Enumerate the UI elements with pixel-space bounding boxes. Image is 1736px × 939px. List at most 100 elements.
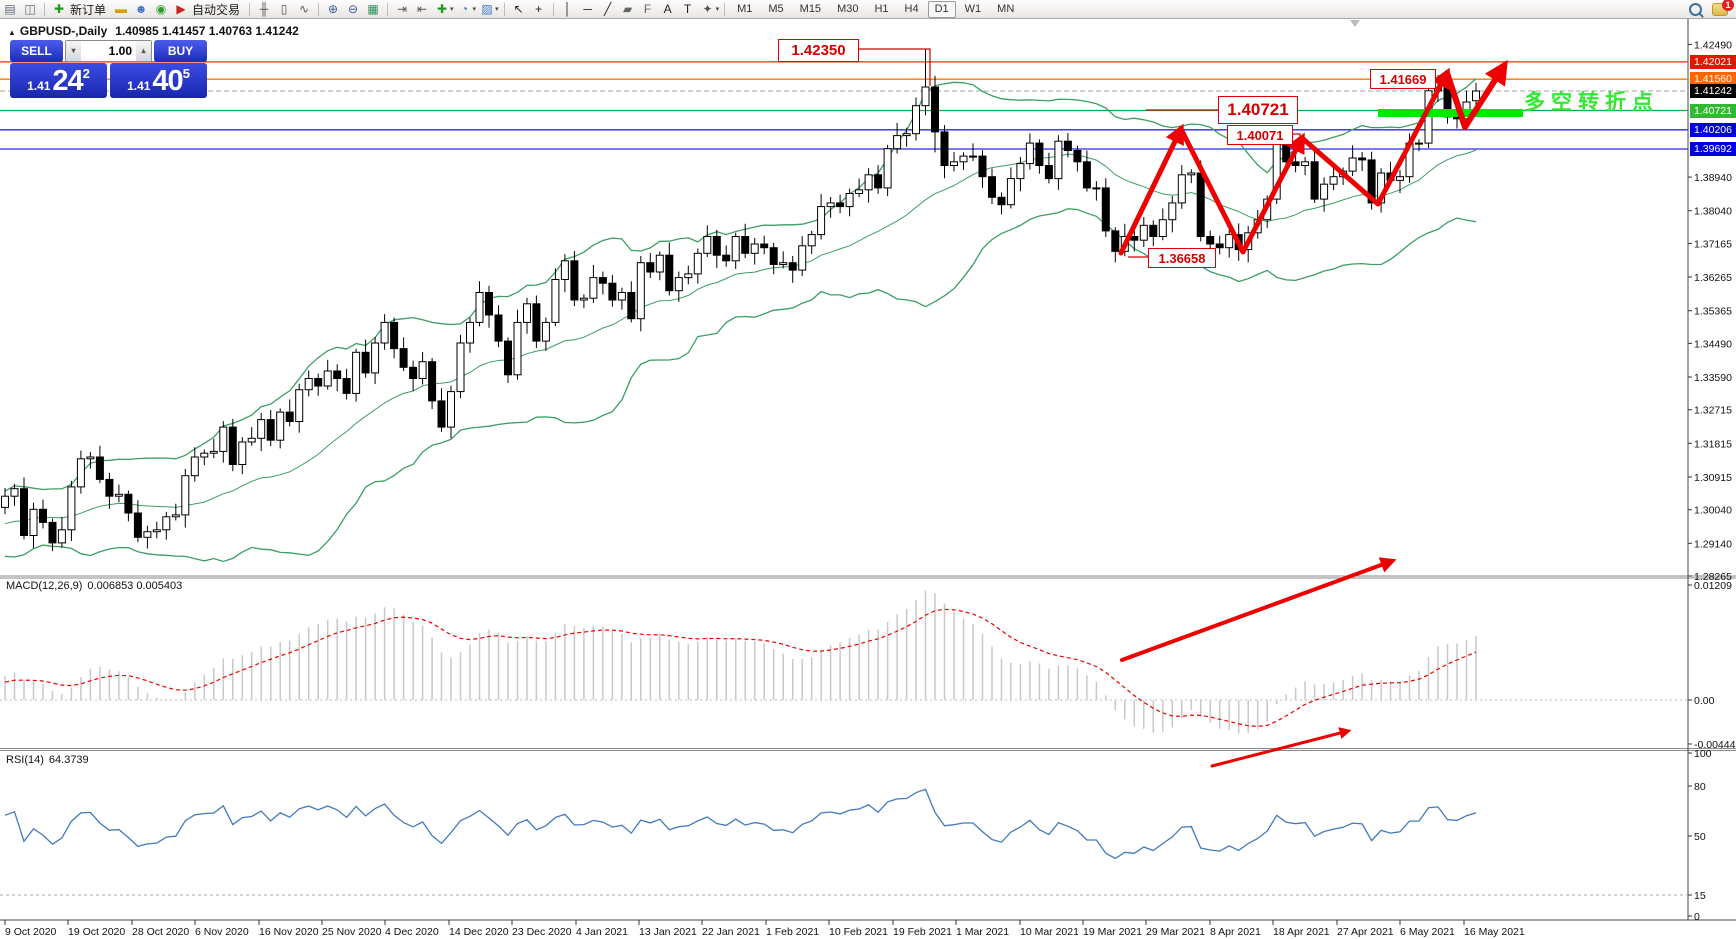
svg-text:6 May 2021: 6 May 2021 <box>1400 926 1455 938</box>
svg-text:19 Oct 2020: 19 Oct 2020 <box>68 926 125 938</box>
text-tool-icon[interactable]: A <box>663 2 672 16</box>
volume-up-button[interactable]: ▴ <box>136 41 151 61</box>
price-axis[interactable]: 1.42490 1.38940 1.38040 1.37165 1.36265 1.353… <box>1688 39 1736 923</box>
timeframe-d1[interactable]: D1 <box>927 0 956 18</box>
timeframe-m5[interactable]: M5 <box>768 2 784 15</box>
timeframe-m1[interactable]: M1 <box>737 2 753 15</box>
svg-text:0.00: 0.00 <box>1694 695 1715 707</box>
svg-text:1.33590: 1.33590 <box>1694 372 1732 384</box>
periods-icon-dropdown[interactable]: ▾ <box>472 6 477 13</box>
timeframe-h1[interactable]: H1 <box>874 2 889 15</box>
zoom-in-icon[interactable]: ⊕ <box>328 2 339 16</box>
arrows-tool-icon[interactable]: ✦ <box>702 2 713 16</box>
auto-scroll-icon[interactable]: ⇥ <box>397 2 408 16</box>
macd-name: MACD(12,26,9) <box>6 580 83 592</box>
add-indicator-icon-dropdown[interactable]: ▾ <box>450 6 454 13</box>
bollinger-bands <box>4 78 1477 563</box>
main-toolbar: ▤ ◫ ✚ 新订单 ▬ ☻ ◉ ▶ 自动交易 ╫ ▯ ∿ ⊕ ⊖ ▦ ⇥ ⇤ ✚ ▾ ◔ ▾ ▨ ▾ ↖ + │ ─ ╱ ▰ F A T ✦ ▾ … <box>0 0 1736 19</box>
chart-shift-icon[interactable]: ⇤ <box>417 2 428 16</box>
toolbar-separator <box>724 2 726 16</box>
collapse-arrow-icon[interactable]: ▲ <box>8 28 16 37</box>
zoom-out-icon[interactable]: ⊖ <box>348 2 359 16</box>
svg-text:10 Feb 2021: 10 Feb 2021 <box>829 926 888 938</box>
sell-button[interactable]: SELL <box>10 40 63 62</box>
templates-icon-dropdown[interactable]: ▾ <box>495 6 499 13</box>
chart-shift-marker <box>1350 20 1360 27</box>
periods-icon[interactable]: ◔ <box>460 2 469 16</box>
candlestick-series <box>1 49 1480 552</box>
cursor-tool-icon[interactable]: ↖ <box>513 2 524 16</box>
svg-text:1 Mar 2021: 1 Mar 2021 <box>956 926 1009 938</box>
pivot-highlight-bar[interactable] <box>1378 109 1523 117</box>
svg-text:10 Mar 2021: 10 Mar 2021 <box>1020 926 1079 938</box>
pivot-annotation-text[interactable]: 多空转折点 <box>1524 91 1659 114</box>
trend-arrows[interactable] <box>1118 59 1508 768</box>
bar-chart-mode-icon[interactable]: ╫ <box>259 2 269 16</box>
svg-text:1.31815: 1.31815 <box>1694 438 1732 450</box>
svg-text:1.30040: 1.30040 <box>1694 505 1732 517</box>
alerts-icon[interactable]: ◉ <box>155 2 167 16</box>
new-order-label[interactable]: 新订单 <box>70 2 107 17</box>
timeframe-toolbar: M1 M5 M15 M30 H1 H4 D1 W1 MN <box>729 0 1022 18</box>
timeframe-mn[interactable]: MN <box>997 2 1015 15</box>
svg-text:1.30915: 1.30915 <box>1694 472 1732 484</box>
timeframe-m30[interactable]: M30 <box>837 2 859 15</box>
candlestick-mode-icon[interactable]: ▯ <box>280 2 288 16</box>
buy-price-box[interactable]: 1.41 40 5 <box>110 63 207 98</box>
timeframe-h4[interactable]: H4 <box>904 2 919 15</box>
volume-input[interactable] <box>81 41 136 61</box>
svg-text:13 Jan 2021: 13 Jan 2021 <box>639 926 697 938</box>
svg-text:29 Mar 2021: 29 Mar 2021 <box>1146 926 1205 938</box>
timeframe-m15[interactable]: M15 <box>799 2 822 15</box>
ohlc-values: 1.40985 1.41457 1.40763 1.41242 <box>115 24 299 38</box>
tile-windows-icon[interactable]: ▦ <box>367 2 379 16</box>
crosshair-tool-icon[interactable]: + <box>535 2 543 16</box>
svg-text:1.38940: 1.38940 <box>1694 172 1732 184</box>
market-watch-icon[interactable]: ◫ <box>24 2 36 16</box>
channel-tool-icon[interactable]: ▰ <box>622 2 633 16</box>
autotrading-icon[interactable]: ▶ <box>176 2 186 16</box>
one-click-trading-panel: SELL ▾ ▴ BUY 1.41 24 2 1.41 40 5 <box>10 40 207 98</box>
svg-text:-0.004446: -0.004446 <box>1694 739 1736 751</box>
svg-text:19 Feb 2021: 19 Feb 2021 <box>893 926 952 938</box>
svg-text:1.35365: 1.35365 <box>1694 306 1732 318</box>
horizontal-level-lines[interactable] <box>0 61 1688 150</box>
svg-text:1.29140: 1.29140 <box>1694 538 1732 550</box>
toolbar-separator <box>44 2 45 16</box>
add-indicator-icon[interactable]: ✚ <box>437 2 448 16</box>
rsi-value: 64.3739 <box>48 754 89 766</box>
line-chart-mode-icon[interactable]: ∿ <box>299 2 310 16</box>
search-icon[interactable] <box>1689 2 1702 16</box>
notifications-icon[interactable]: 1 <box>1712 0 1734 16</box>
date-axis[interactable]: 9 Oct 2020 19 Oct 2020 28 Oct 2020 6 Nov 20… <box>4 920 1525 938</box>
svg-text:23 Dec 2020: 23 Dec 2020 <box>512 926 572 938</box>
svg-text:1 Feb 2021: 1 Feb 2021 <box>766 926 819 938</box>
charts-list-icon[interactable]: ▤ <box>4 2 16 16</box>
horizontal-line-tool-icon[interactable]: ─ <box>583 2 592 16</box>
vertical-line-tool-icon[interactable]: │ <box>563 2 572 16</box>
arrows-tool-icon-dropdown[interactable]: ▾ <box>715 6 720 13</box>
trendline-tool-icon[interactable]: ╱ <box>603 2 612 16</box>
svg-text:4 Jan 2021: 4 Jan 2021 <box>576 926 628 938</box>
fibonacci-tool-icon[interactable]: F <box>643 2 652 16</box>
templates-icon[interactable]: ▨ <box>481 2 493 16</box>
svg-text:1.34490: 1.34490 <box>1694 338 1732 350</box>
buy-price-small: 1.41 <box>127 79 151 93</box>
rsi-indicator <box>0 788 1688 896</box>
volume-spinner: ▾ ▴ <box>65 40 152 62</box>
buy-button[interactable]: BUY <box>154 40 207 62</box>
svg-text:22 Jan 2021: 22 Jan 2021 <box>702 926 760 938</box>
svg-text:1.38040: 1.38040 <box>1694 206 1732 218</box>
svg-text:16 Nov 2020: 16 Nov 2020 <box>259 926 319 938</box>
svg-text:6 Nov 2020: 6 Nov 2020 <box>195 926 249 938</box>
accounts-icon[interactable]: ☻ <box>134 2 148 16</box>
history-center-icon[interactable]: ▬ <box>115 2 128 16</box>
timeframe-w1[interactable]: W1 <box>964 2 982 15</box>
new-order-icon[interactable]: ✚ <box>53 2 65 16</box>
text-label-tool-icon[interactable]: T <box>683 2 692 16</box>
sell-price-box[interactable]: 1.41 24 2 <box>10 63 107 98</box>
svg-text:0.01209: 0.01209 <box>1694 580 1732 592</box>
volume-down-button[interactable]: ▾ <box>66 41 81 61</box>
autotrading-label[interactable]: 自动交易 <box>192 2 241 17</box>
